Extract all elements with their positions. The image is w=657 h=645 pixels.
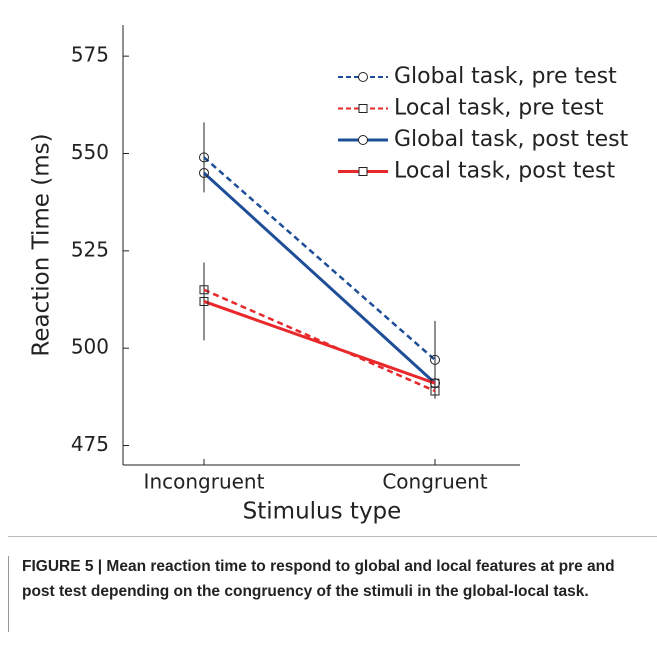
- y-tick-label: 475: [71, 432, 109, 456]
- marker: [430, 378, 440, 388]
- series-line: [203, 300, 436, 385]
- separator: [8, 536, 657, 537]
- legend-label: Global task, post test: [394, 127, 629, 152]
- y-tick-label: 575: [71, 43, 109, 67]
- marker: [430, 354, 440, 365]
- chart: Reaction Time (ms) Stimulus type 475 500 5…: [29, 25, 629, 525]
- series-line: [203, 288, 436, 393]
- x-axis-label: Stimulus type: [243, 499, 402, 525]
- y-tick-label: 500: [71, 335, 109, 359]
- legend-label: Global task, pre test: [394, 64, 617, 89]
- y-tick-label: 550: [71, 140, 109, 164]
- legend-label: Local task, pre test: [394, 96, 604, 121]
- series-line: [203, 156, 436, 361]
- marker: [199, 296, 209, 306]
- legend-marker: [358, 167, 368, 176]
- legend-marker: [358, 104, 368, 113]
- legend-marker: [358, 135, 368, 145]
- legend-marker: [358, 72, 368, 82]
- caption: FIGURE 5 | Mean reaction time to respond…: [22, 558, 615, 600]
- caption-bar: [8, 556, 9, 632]
- x-tick-label: Incongruent: [144, 470, 265, 494]
- y-tick-label: 525: [71, 237, 109, 261]
- series-line: [202, 171, 437, 385]
- marker: [199, 285, 209, 295]
- y-axis-label: Reaction Time (ms): [29, 133, 55, 356]
- x-tick-label: Congruent: [382, 470, 487, 494]
- marker: [199, 167, 209, 178]
- legend-label: Local task, post test: [394, 159, 615, 184]
- marker: [199, 152, 209, 163]
